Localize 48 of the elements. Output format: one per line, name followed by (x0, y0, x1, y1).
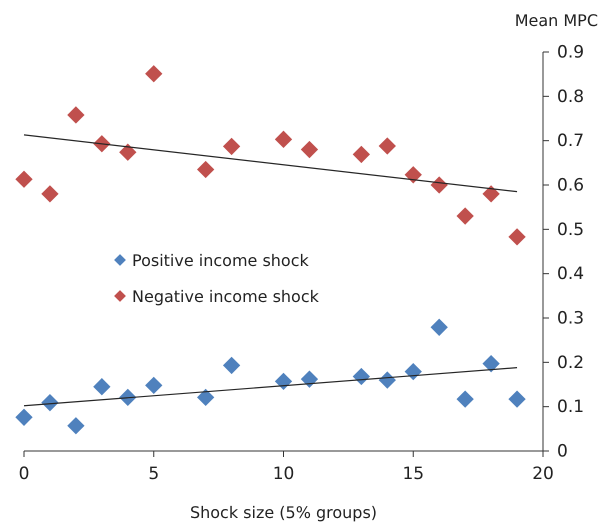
point (222, 356, 240, 374)
point (67, 106, 85, 124)
point (456, 390, 474, 408)
y-tick-label: 0.7 (557, 131, 584, 152)
y-tick-label: 0.2 (557, 352, 584, 373)
point (145, 65, 162, 82)
point (67, 417, 85, 434)
y-tick-label: 0.5 (557, 220, 584, 240)
y-tick-label: 0.8 (557, 86, 584, 107)
legend-label: Positive income shock (132, 251, 310, 270)
point (404, 166, 422, 184)
point (300, 370, 318, 388)
point (508, 228, 526, 246)
point (196, 160, 214, 178)
point (456, 207, 474, 225)
point (145, 376, 162, 394)
x-tick-label: 10 (272, 464, 294, 484)
point (274, 130, 292, 148)
x-tick-label: 20 (532, 464, 554, 484)
point (15, 408, 33, 426)
point (93, 378, 111, 396)
legend-label: Negative income shock (132, 287, 320, 306)
point (41, 185, 59, 203)
point (222, 138, 240, 156)
point (15, 170, 33, 188)
point (300, 140, 318, 158)
y-tick-label: 0 (557, 441, 568, 462)
point (352, 368, 370, 386)
x-tick-label: 0 (18, 464, 30, 484)
point (482, 355, 500, 372)
point (119, 144, 136, 161)
point (378, 137, 396, 155)
point (430, 318, 448, 336)
y-tick-label: 0.1 (557, 397, 584, 418)
x-tick-label: 15 (402, 464, 424, 484)
y-tick-label: 0.3 (557, 308, 584, 328)
point (352, 146, 370, 164)
point (404, 362, 422, 380)
point (196, 388, 214, 406)
y-axis-title: Mean MPC (514, 11, 598, 30)
y-tick-label: 0.9 (557, 42, 584, 62)
point (482, 185, 500, 203)
y-tick-label: 0.6 (557, 175, 584, 196)
x-axis-title: Shock size (5% groups) (190, 503, 378, 522)
y-tick-label: 0.4 (557, 264, 584, 284)
x-tick-label: 5 (148, 464, 160, 484)
point (274, 372, 292, 390)
point (508, 390, 526, 408)
